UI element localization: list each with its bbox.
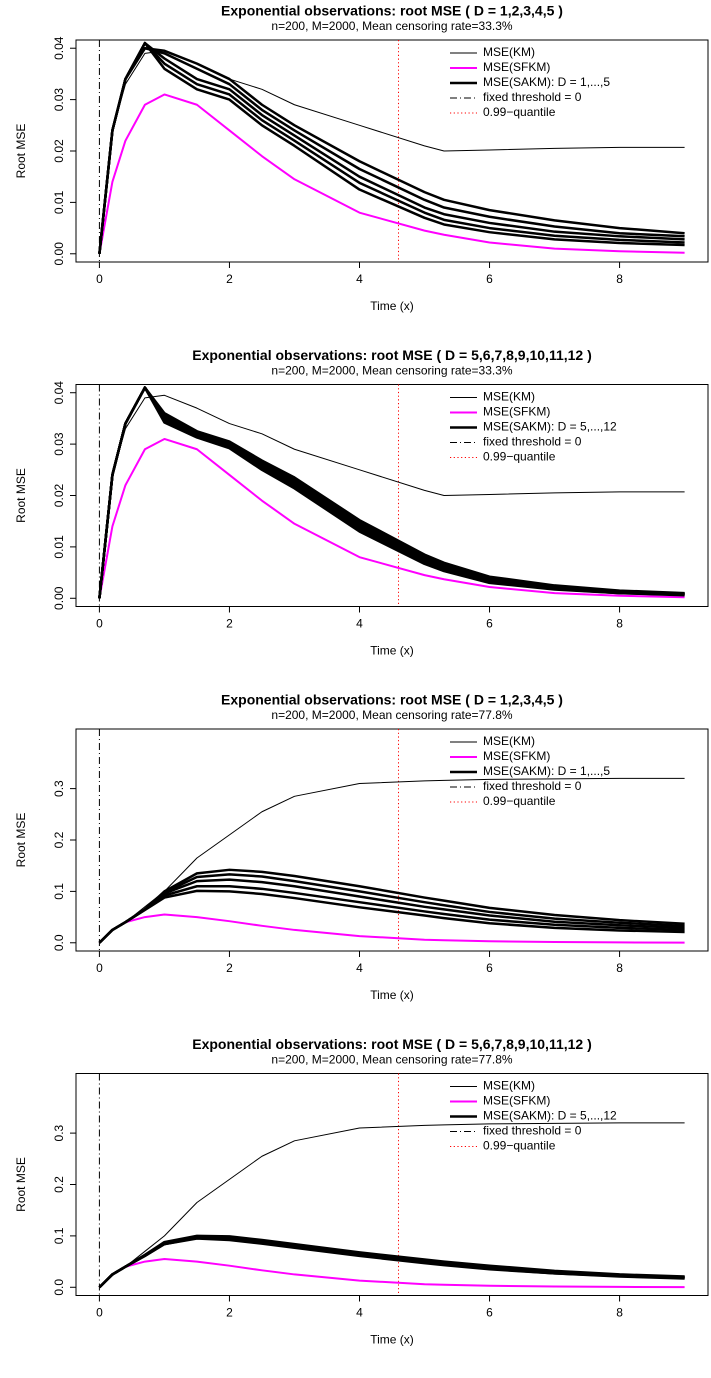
y-tick-label: 0.1 xyxy=(52,883,66,900)
chart-title: Exponential observations: root MSE ( D =… xyxy=(192,347,592,363)
x-tick-label: 2 xyxy=(226,617,233,631)
chart-subtitle: n=200, M=2000, Mean censoring rate=33.3% xyxy=(271,364,512,378)
legend-label: MSE(KM) xyxy=(483,1079,535,1093)
plot-box xyxy=(75,728,709,952)
legend-label: fixed threshold = 0 xyxy=(483,90,582,104)
data-line xyxy=(98,1236,685,1289)
data-line xyxy=(98,50,685,254)
legend-label: MSE(SFKM) xyxy=(483,1094,550,1108)
x-tick-label: 8 xyxy=(616,617,623,631)
x-tick-label: 4 xyxy=(356,961,363,975)
data-line xyxy=(98,1235,685,1289)
legend-label: MSE(KM) xyxy=(483,734,535,748)
legend-label: 0.99−quantile xyxy=(483,450,556,464)
legend-label: 0.99−quantile xyxy=(483,794,556,808)
legend-label: fixed threshold = 0 xyxy=(483,779,582,793)
y-axis-label: Root MSE xyxy=(14,813,28,868)
x-axis-label: Time (x) xyxy=(370,988,414,1002)
data-line xyxy=(98,889,685,944)
legend-label: 0.99−quantile xyxy=(483,1139,556,1153)
chart-subtitle: n=200, M=2000, Mean censoring rate=33.3% xyxy=(271,19,512,33)
y-tick-label: 0.03 xyxy=(52,88,66,112)
data-line xyxy=(98,1236,685,1289)
x-tick-label: 0 xyxy=(96,617,103,631)
legend-label: fixed threshold = 0 xyxy=(483,435,582,449)
legend-label: MSE(SAKM): D = 1,...,5 xyxy=(483,764,610,778)
data-line xyxy=(98,1235,685,1289)
data-line xyxy=(98,386,685,599)
data-line xyxy=(98,437,685,599)
x-axis-label: Time (x) xyxy=(370,1333,414,1347)
x-axis-label: Time (x) xyxy=(370,299,414,313)
data-line xyxy=(98,1258,685,1289)
data-line xyxy=(99,1122,685,1288)
y-tick-label: 0.04 xyxy=(52,381,66,405)
legend-label: MSE(KM) xyxy=(483,390,535,404)
x-tick-label: 8 xyxy=(616,961,623,975)
y-axis-label: Root MSE xyxy=(14,1157,28,1212)
chart-title: Exponential observations: root MSE ( D =… xyxy=(221,692,563,708)
y-tick-label: 0.0 xyxy=(52,934,66,951)
legend-label: MSE(SFKM) xyxy=(483,60,550,74)
x-tick-label: 6 xyxy=(486,617,493,631)
x-tick-label: 4 xyxy=(356,1306,363,1320)
y-tick-label: 0.04 xyxy=(52,36,66,60)
x-tick-label: 2 xyxy=(226,272,233,286)
chart-title: Exponential observations: root MSE ( D =… xyxy=(221,3,563,19)
legend-label: MSE(SFKM) xyxy=(483,749,550,763)
x-tick-label: 4 xyxy=(356,617,363,631)
chart-title: Exponential observations: root MSE ( D =… xyxy=(192,1036,592,1052)
y-tick-label: 0.3 xyxy=(52,780,66,797)
y-tick-label: 0.02 xyxy=(52,139,66,163)
x-tick-label: 0 xyxy=(96,961,103,975)
y-tick-label: 0.00 xyxy=(52,242,66,266)
y-tick-label: 0.1 xyxy=(52,1227,66,1244)
x-tick-label: 0 xyxy=(96,272,103,286)
plot-box xyxy=(75,1073,709,1296)
x-tick-label: 0 xyxy=(96,1306,103,1320)
x-tick-label: 2 xyxy=(226,961,233,975)
x-tick-label: 8 xyxy=(616,1306,623,1320)
y-axis-label: Root MSE xyxy=(14,124,28,179)
x-tick-label: 4 xyxy=(356,272,363,286)
y-tick-label: 0.01 xyxy=(52,190,66,214)
x-tick-label: 6 xyxy=(486,1306,493,1320)
data-line xyxy=(98,1237,685,1289)
x-tick-label: 6 xyxy=(486,961,493,975)
y-tick-label: 0.01 xyxy=(52,535,66,559)
y-tick-label: 0.2 xyxy=(52,831,66,848)
y-tick-label: 0.00 xyxy=(52,586,66,610)
x-tick-label: 2 xyxy=(226,1306,233,1320)
y-axis-label: Root MSE xyxy=(14,468,28,523)
data-line xyxy=(98,913,685,944)
data-line xyxy=(98,93,685,254)
legend-label: 0.99−quantile xyxy=(483,105,556,119)
data-line xyxy=(98,1236,685,1289)
data-line xyxy=(98,1235,685,1289)
legend-label: fixed threshold = 0 xyxy=(483,1124,582,1138)
y-tick-label: 0.3 xyxy=(52,1124,66,1141)
legend-label: MSE(SAKM): D = 1,...,5 xyxy=(483,75,610,89)
x-tick-label: 8 xyxy=(616,272,623,286)
y-tick-label: 0.2 xyxy=(52,1176,66,1193)
legend-label: MSE(SAKM): D = 5,...,12 xyxy=(483,1109,617,1123)
data-line xyxy=(98,885,685,944)
legend-label: MSE(SFKM) xyxy=(483,405,550,419)
chart-subtitle: n=200, M=2000, Mean censoring rate=77.8% xyxy=(271,1053,512,1067)
chart-subtitle: n=200, M=2000, Mean censoring rate=77.8% xyxy=(271,708,512,722)
y-tick-label: 0.02 xyxy=(52,483,66,507)
legend-label: MSE(KM) xyxy=(483,45,535,59)
y-tick-label: 0.0 xyxy=(52,1279,66,1296)
x-tick-label: 6 xyxy=(486,272,493,286)
data-line xyxy=(98,394,685,599)
data-line xyxy=(98,41,685,254)
y-tick-label: 0.03 xyxy=(52,432,66,456)
x-axis-label: Time (x) xyxy=(370,644,414,658)
legend-label: MSE(SAKM): D = 5,...,12 xyxy=(483,420,617,434)
